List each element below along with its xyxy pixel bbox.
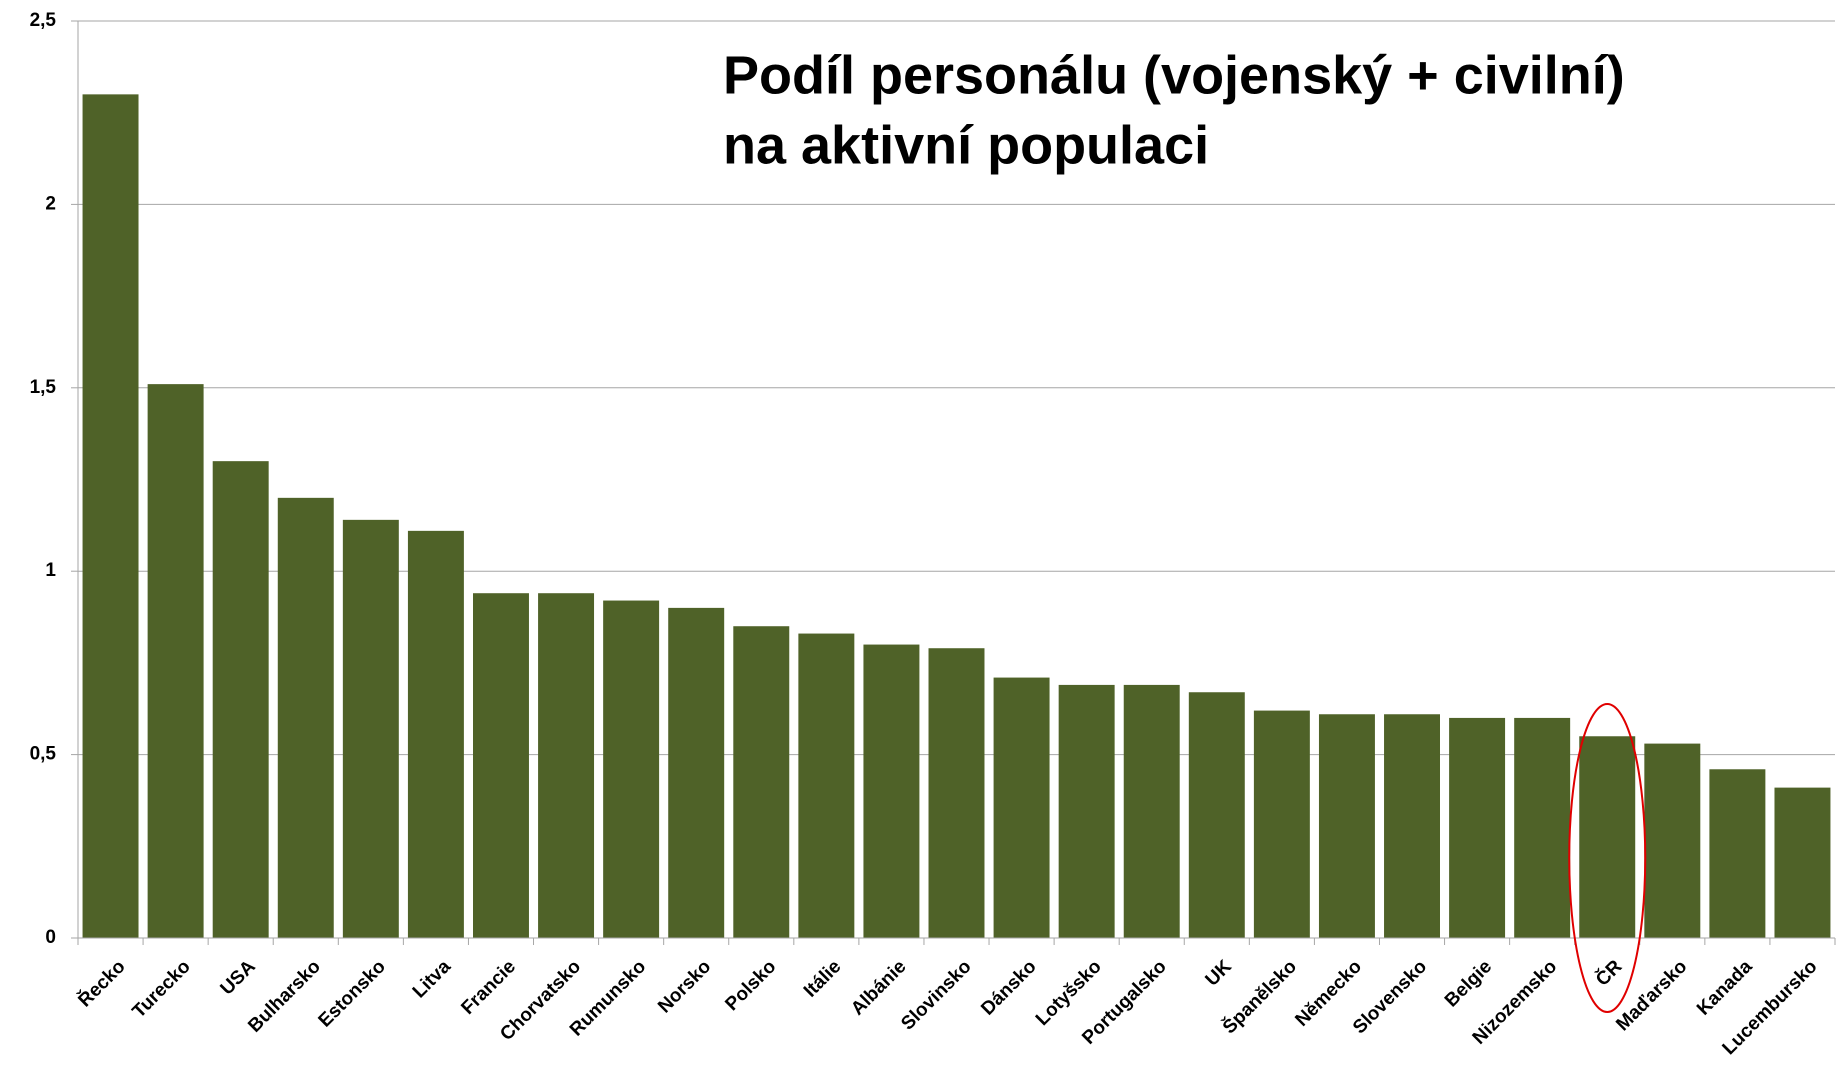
x-tick-label: Albánie — [847, 956, 910, 1019]
bar — [603, 600, 660, 938]
chart-title: Podíl personálu (vojenský + civilní) — [723, 45, 1625, 105]
y-tick-label: 1,5 — [30, 377, 57, 398]
chart-title: na aktivní populaci — [723, 115, 1209, 175]
bar — [733, 626, 790, 938]
x-tick-label: Řecko — [74, 956, 130, 1012]
x-tick-label: Francie — [457, 956, 520, 1019]
bar — [538, 593, 595, 938]
x-tick-label: Norsko — [654, 956, 715, 1017]
bar — [928, 648, 985, 938]
bar — [1774, 787, 1831, 938]
highlight-ellipse — [1568, 703, 1647, 1013]
bar — [1644, 743, 1701, 938]
x-tick-label: Kanada — [1693, 956, 1757, 1020]
bar — [798, 633, 855, 938]
x-tick-label: USA — [217, 956, 260, 999]
bar — [1514, 717, 1571, 938]
bar — [863, 644, 920, 938]
bar — [1188, 692, 1245, 938]
bar — [668, 607, 725, 938]
x-tick-label: Turecko — [129, 956, 195, 1022]
bar — [407, 530, 464, 938]
x-tick-label: Slovinsko — [897, 956, 975, 1034]
bar — [993, 677, 1050, 938]
bar — [277, 497, 334, 938]
x-tick-label: ČR — [1591, 955, 1626, 990]
bar — [472, 593, 529, 938]
bar — [1384, 714, 1441, 938]
bar — [1318, 714, 1375, 938]
bar — [1579, 736, 1636, 938]
y-tick-label: 2 — [45, 193, 56, 214]
y-tick-label: 0 — [45, 927, 56, 948]
x-tick-label: Polsko — [721, 956, 780, 1015]
bar — [212, 461, 269, 938]
bar — [147, 384, 204, 939]
x-tick-label: Itálie — [800, 956, 845, 1001]
x-tick-label: Estonsko — [315, 956, 390, 1031]
bar — [82, 94, 139, 939]
y-tick-label: 0,5 — [30, 744, 57, 765]
bar — [1253, 710, 1310, 938]
bar — [1123, 684, 1180, 938]
y-tick-label: 2,5 — [30, 10, 57, 31]
x-tick-label: UK — [1202, 956, 1236, 990]
bar — [1709, 769, 1766, 938]
x-tick-label: Belgie — [1441, 956, 1496, 1011]
bar — [342, 519, 399, 938]
bar — [1449, 717, 1506, 938]
x-tick-label: Dánsko — [977, 956, 1040, 1019]
x-tick-label: Litva — [409, 956, 456, 1003]
bar — [1058, 684, 1115, 938]
y-tick-label: 1 — [45, 560, 56, 581]
